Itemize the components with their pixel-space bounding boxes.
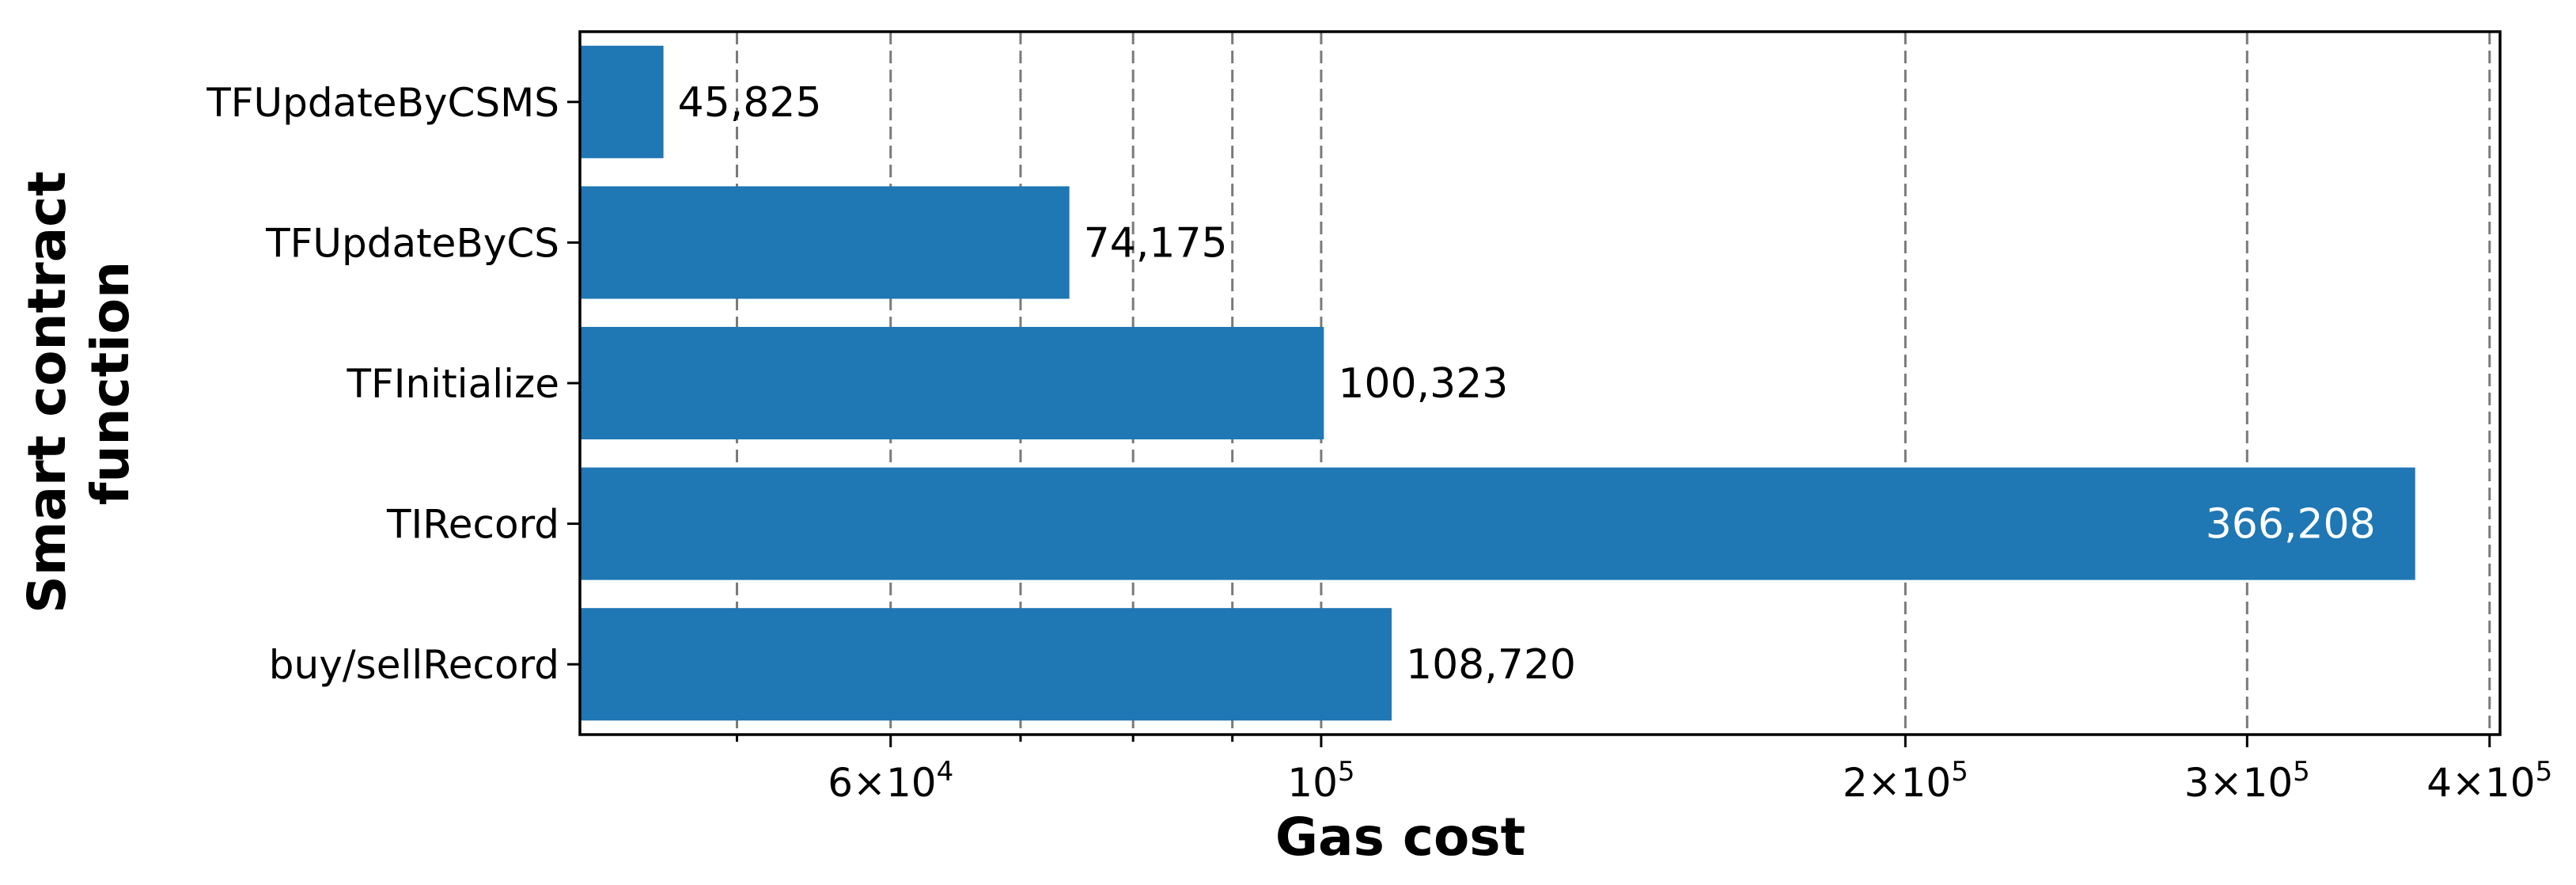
- bar: [580, 45, 664, 158]
- y-axis-title-line-2: function: [80, 261, 141, 505]
- x-tick-exponent: 5: [2293, 756, 2310, 788]
- x-tick-exponent: 5: [1951, 756, 1968, 788]
- x-tick-label: 105: [1287, 756, 1354, 806]
- y-tick-label: TIRecord: [386, 502, 559, 548]
- y-axis-title-line-1: Smart contract: [17, 171, 78, 613]
- x-tick-base: 10: [1287, 760, 1338, 806]
- bar: [580, 467, 2415, 580]
- bar-value-label: 45,825: [678, 79, 822, 127]
- y-tick-label: TFUpdateByCSMS: [206, 80, 559, 126]
- y-axis-title: Smart contract function: [17, 153, 141, 613]
- bar: [580, 608, 1392, 721]
- x-tick-exponent: 4: [937, 756, 954, 788]
- x-tick-exponent: 5: [2536, 756, 2553, 788]
- bar: [580, 186, 1070, 299]
- bars: 45,825 74,175 100,323 366,208 108,720: [580, 45, 2415, 721]
- bar-value-label: 100,323: [1338, 360, 1508, 408]
- x-tick-label: 2×105: [1843, 756, 1968, 806]
- y-tick-label: buy/sellRecord: [269, 642, 559, 688]
- x-tick-label: 3×105: [2184, 756, 2310, 806]
- x-tick-exponent: 5: [1338, 756, 1355, 788]
- y-axis-ticks: TFUpdateByCSMS TFUpdateByCS TFInitialize TI…: [206, 80, 580, 688]
- y-tick-label: TFInitialize: [346, 361, 559, 407]
- x-tick-mantissa: 4×10: [2426, 760, 2535, 806]
- bar-value-label: 74,175: [1084, 219, 1228, 267]
- x-tick-label: 4×105: [2426, 756, 2552, 806]
- x-axis-ticks: 6×104 105 2×105 3×105 4×105: [736, 735, 2552, 806]
- x-tick-label: 6×104: [828, 756, 953, 806]
- bar: [580, 326, 1324, 440]
- bar-value-label: 366,208: [2206, 501, 2376, 549]
- x-tick-mantissa: 3×10: [2184, 760, 2293, 806]
- x-axis-title: Gas cost: [1275, 807, 1525, 868]
- x-tick-mantissa: 2×10: [1843, 760, 1951, 806]
- y-tick-label: TFUpdateByCS: [265, 220, 559, 266]
- bar-value-label: 108,720: [1406, 641, 1576, 689]
- x-tick-mantissa: 6×10: [828, 760, 936, 806]
